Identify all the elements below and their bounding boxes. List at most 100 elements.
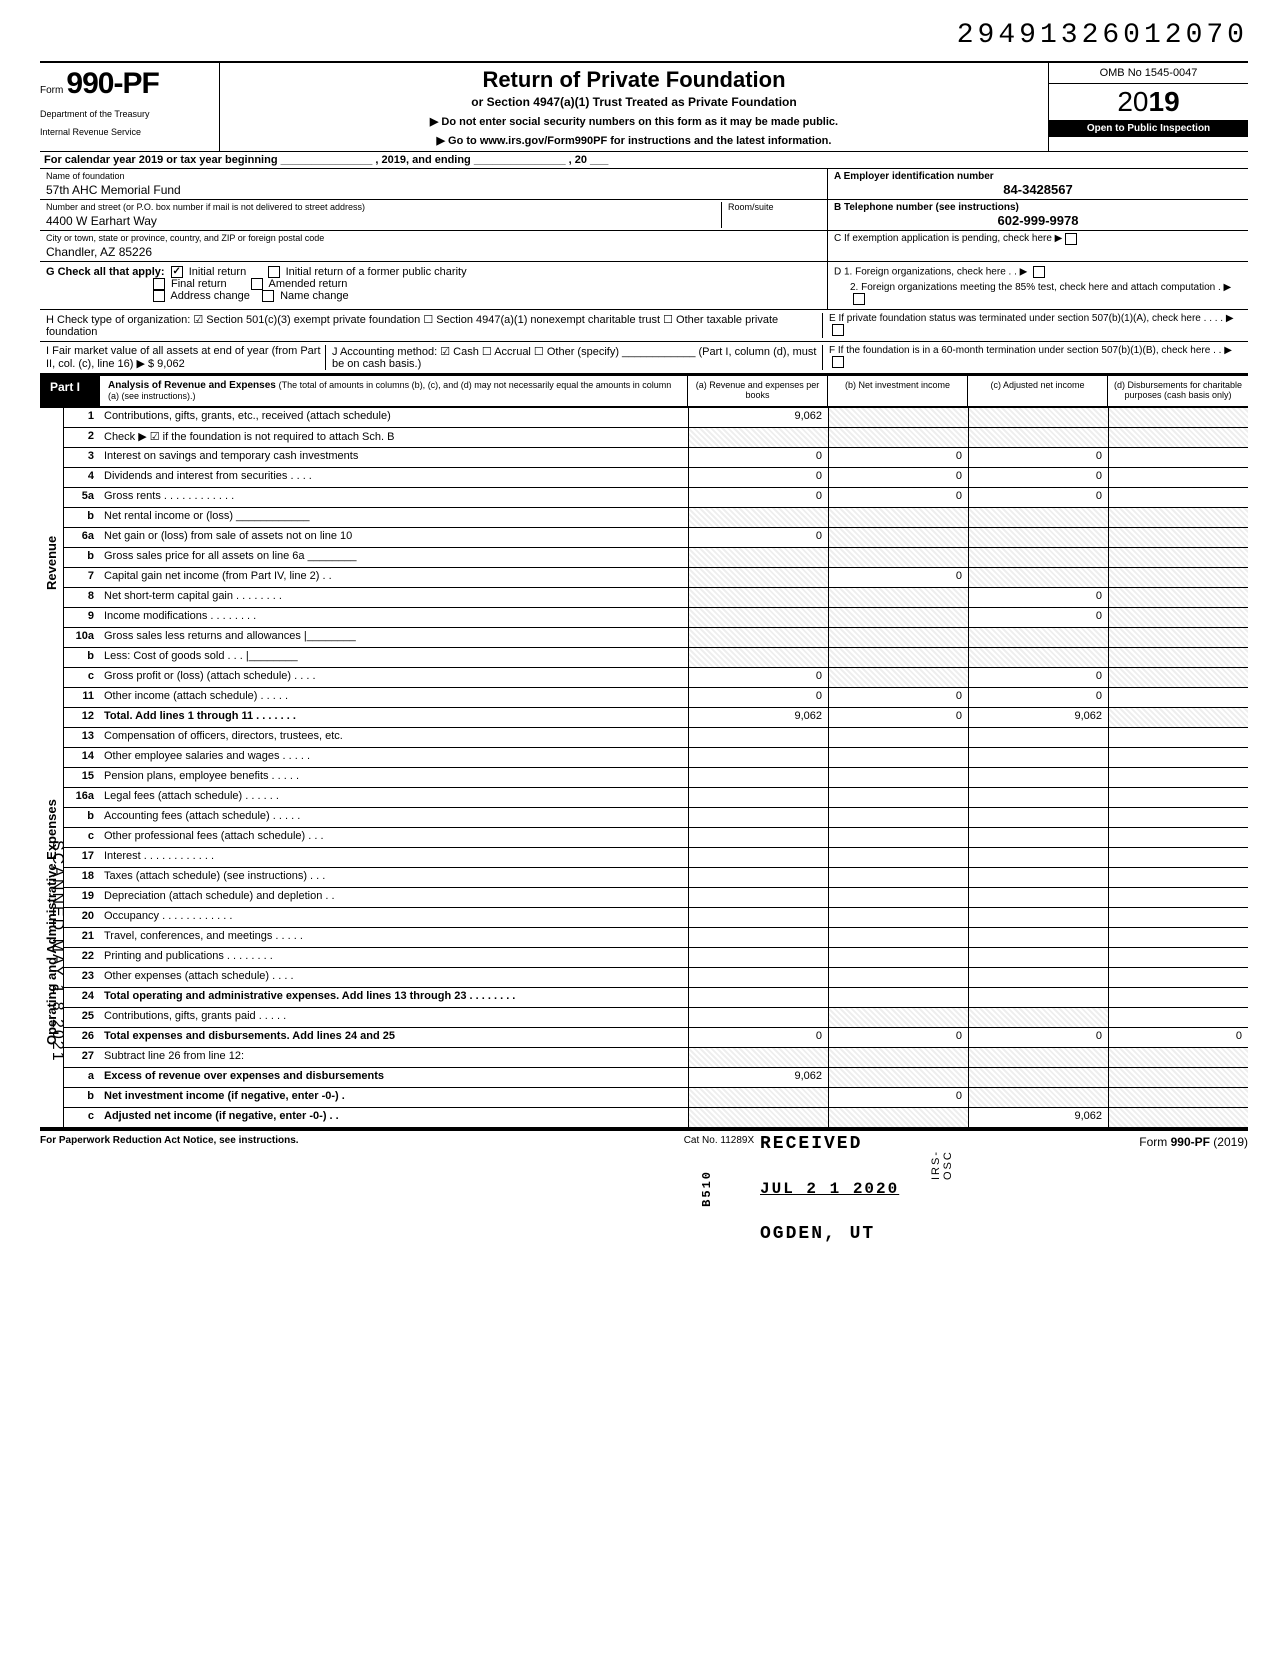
box-c-checkbox[interactable]	[1065, 233, 1077, 245]
val-cell-b	[828, 608, 968, 627]
line-row-9: 9Income modifications . . . . . . . .0	[64, 608, 1248, 628]
line-desc: Other income (attach schedule) . . . . .	[100, 688, 688, 707]
val-cell-a: 0	[688, 488, 828, 507]
line-row-4: 4Dividends and interest from securities …	[64, 468, 1248, 488]
val-cell-d	[1108, 848, 1248, 867]
line-row-26: 26Total expenses and disbursements. Add …	[64, 1028, 1248, 1048]
val-cell-d	[1108, 468, 1248, 487]
val-cell-a	[688, 548, 828, 567]
e-checkbox[interactable]	[832, 324, 844, 336]
d2-checkbox[interactable]	[853, 293, 865, 305]
line-row-8: 8Net short-term capital gain . . . . . .…	[64, 588, 1248, 608]
val-cell-a	[688, 648, 828, 667]
footer-form: Form 990-PF (2019)	[1139, 1135, 1248, 1149]
val-cell-b	[828, 968, 968, 987]
line-desc: Net short-term capital gain . . . . . . …	[100, 588, 688, 607]
val-cell-d	[1108, 768, 1248, 787]
addr-label: Number and street (or P.O. box number if…	[46, 202, 721, 212]
opt-initial: Initial return	[189, 266, 246, 278]
cb-initial-return[interactable]	[171, 266, 183, 278]
line-num: 22	[64, 948, 100, 967]
line-num: 14	[64, 748, 100, 767]
stamp-date: JUL 2 1 2020	[760, 1180, 899, 1198]
f-checkbox[interactable]	[832, 356, 844, 368]
line-row-b: bNet rental income or (loss) ___________…	[64, 508, 1248, 528]
part-1-desc: Analysis of Revenue and Expenses (The to…	[100, 376, 688, 406]
val-cell-a	[688, 868, 828, 887]
d1-checkbox[interactable]	[1033, 266, 1045, 278]
line-row-2: 2Check ▶ ☑ if the foundation is not requ…	[64, 428, 1248, 448]
line-desc: Total operating and administrative expen…	[100, 988, 688, 1007]
form-number: 990-PF	[66, 67, 158, 100]
val-cell-a: 0	[688, 668, 828, 687]
line-desc: Dividends and interest from securities .…	[100, 468, 688, 487]
footer-form-num: 990-PF	[1171, 1135, 1210, 1149]
val-cell-d	[1108, 668, 1248, 687]
val-cell-c: 0	[968, 688, 1108, 707]
line-desc: Gross sales price for all assets on line…	[100, 548, 688, 567]
line-desc: Occupancy . . . . . . . . . . . .	[100, 908, 688, 927]
line-desc: Gross profit or (loss) (attach schedule)…	[100, 668, 688, 687]
line-desc: Depreciation (attach schedule) and deple…	[100, 888, 688, 907]
city-state-zip: Chandler, AZ 85226	[46, 245, 821, 259]
tax-year: 2019	[1049, 84, 1248, 120]
box-c: C If exemption application is pending, c…	[828, 231, 1248, 259]
val-cell-a: 0	[688, 448, 828, 467]
f-text: F If the foundation is in a 60-month ter…	[829, 345, 1232, 356]
line-num: 27	[64, 1048, 100, 1067]
lines-container: 1Contributions, gifts, grants, etc., rec…	[64, 408, 1248, 1128]
title-sub: or Section 4947(a)(1) Trust Treated as P…	[230, 95, 1038, 109]
city-cell: City or town, state or province, country…	[40, 231, 827, 261]
line-desc: Interest . . . . . . . . . . . .	[100, 848, 688, 867]
cb-address-change[interactable]	[153, 290, 165, 302]
val-cell-a	[688, 988, 828, 1007]
val-cell-c	[968, 948, 1108, 967]
foundation-name-cell: Name of foundation 57th AHC Memorial Fun…	[40, 169, 827, 200]
val-cell-b	[828, 888, 968, 907]
ein-value: 84-3428567	[834, 182, 1242, 197]
val-cell-d	[1108, 508, 1248, 527]
line-num: 5a	[64, 488, 100, 507]
val-cell-b: 0	[828, 688, 968, 707]
form-header: Form 990-PF Department of the Treasury I…	[40, 61, 1248, 152]
val-cell-b: 0	[828, 568, 968, 587]
line-num: a	[64, 1068, 100, 1087]
room-label: Room/suite	[728, 202, 821, 212]
cb-former-charity[interactable]	[268, 266, 280, 278]
val-cell-b: 0	[828, 1028, 968, 1047]
val-cell-b	[828, 1008, 968, 1027]
footer-form-year: (2019)	[1213, 1135, 1248, 1149]
line-desc: Contributions, gifts, grants paid . . . …	[100, 1008, 688, 1027]
d1-text: D 1. Foreign organizations, check here .…	[834, 267, 1027, 278]
val-cell-a: 0	[688, 688, 828, 707]
part-1-label: Part I	[40, 376, 100, 406]
val-cell-d	[1108, 708, 1248, 727]
val-cell-b	[828, 1068, 968, 1087]
line-row-7: 7Capital gain net income (from Part IV, …	[64, 568, 1248, 588]
form-container: 29491326012070 Form 990-PF Department of…	[40, 20, 1248, 1149]
line-row-11: 11Other income (attach schedule) . . . .…	[64, 688, 1248, 708]
val-cell-a	[688, 608, 828, 627]
val-cell-d	[1108, 788, 1248, 807]
name-label: Name of foundation	[46, 171, 821, 181]
opt-final: Final return	[171, 278, 227, 290]
title-main: Return of Private Foundation	[230, 67, 1038, 93]
line-row-14: 14Other employee salaries and wages . . …	[64, 748, 1248, 768]
val-cell-c: 0	[968, 468, 1108, 487]
i-j-left: I Fair market value of all assets at end…	[46, 345, 822, 370]
line-row-15: 15Pension plans, employee benefits . . .…	[64, 768, 1248, 788]
val-cell-d	[1108, 1108, 1248, 1127]
val-cell-a: 9,062	[688, 708, 828, 727]
line-desc: Gross rents . . . . . . . . . . . .	[100, 488, 688, 507]
cb-amended[interactable]	[251, 278, 263, 290]
line-num: 9	[64, 608, 100, 627]
line-desc: Other expenses (attach schedule) . . . .	[100, 968, 688, 987]
line-desc: Gross sales less returns and allowances …	[100, 628, 688, 647]
val-cell-a	[688, 928, 828, 947]
street-address: 4400 W Earhart Way	[46, 214, 721, 228]
entity-left: Name of foundation 57th AHC Memorial Fun…	[40, 169, 828, 261]
cb-final-return[interactable]	[153, 278, 165, 290]
val-cell-b	[828, 1108, 968, 1127]
cb-name-change[interactable]	[262, 290, 274, 302]
val-cell-d	[1108, 808, 1248, 827]
